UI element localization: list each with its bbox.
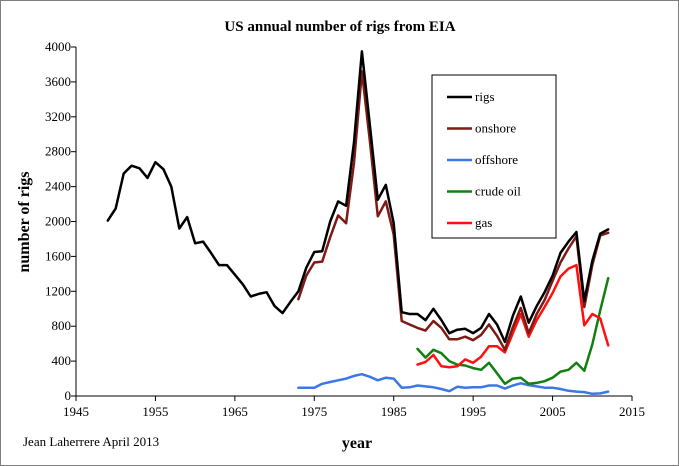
chart-title: US annual number of rigs from EIA [224,19,455,35]
y-tick-label: 2800 [45,144,71,159]
legend-label-crude-oil: crude oil [475,184,521,199]
x-tick-label: 1985 [381,404,407,419]
y-tick-label: 400 [52,353,72,368]
legend-label-offshore: offshore [475,152,518,167]
x-tick-label: 2015 [619,404,645,419]
y-tick-label: 3600 [45,74,71,89]
y-tick-label: 2400 [45,179,71,194]
y-tick-label: 800 [52,318,72,333]
legend-label-rigs: rigs [475,89,495,104]
series-line-offshore [297,372,610,396]
x-tick-label: 1945 [63,404,89,419]
series-line-rigs [106,50,610,344]
series-line-onshore [297,70,610,352]
plot-area: 0 400 800 1200 1600 2000 2400 2800 3200 3600 4000 1… [45,39,645,419]
series-line-crude-oil [416,276,610,386]
y-tick-label: 2000 [45,214,71,229]
x-tick-label: 2005 [540,404,566,419]
y-tick-label: 4000 [45,39,71,54]
x-axis-label: year [342,435,372,452]
x-tick-label: 1955 [142,404,168,419]
legend-label-onshore: onshore [475,121,516,136]
legend: rigs onshore offshore crude oil gas [431,74,557,239]
y-tick-label: 3200 [45,109,71,124]
x-tick-label: 1975 [301,404,327,419]
y-tick-label: 1600 [45,248,71,263]
series-line-gas [416,263,610,369]
x-tick-label: 1995 [460,404,486,419]
legend-box [431,74,557,239]
x-tick-label: 1965 [222,404,248,419]
y-axis-label: number of rigs [16,171,33,272]
y-tick-label: 0 [65,388,72,403]
y-tick-label: 1200 [45,283,71,298]
legend-label-gas: gas [475,215,492,230]
credit-annotation: Jean Laherrere April 2013 [23,434,159,449]
